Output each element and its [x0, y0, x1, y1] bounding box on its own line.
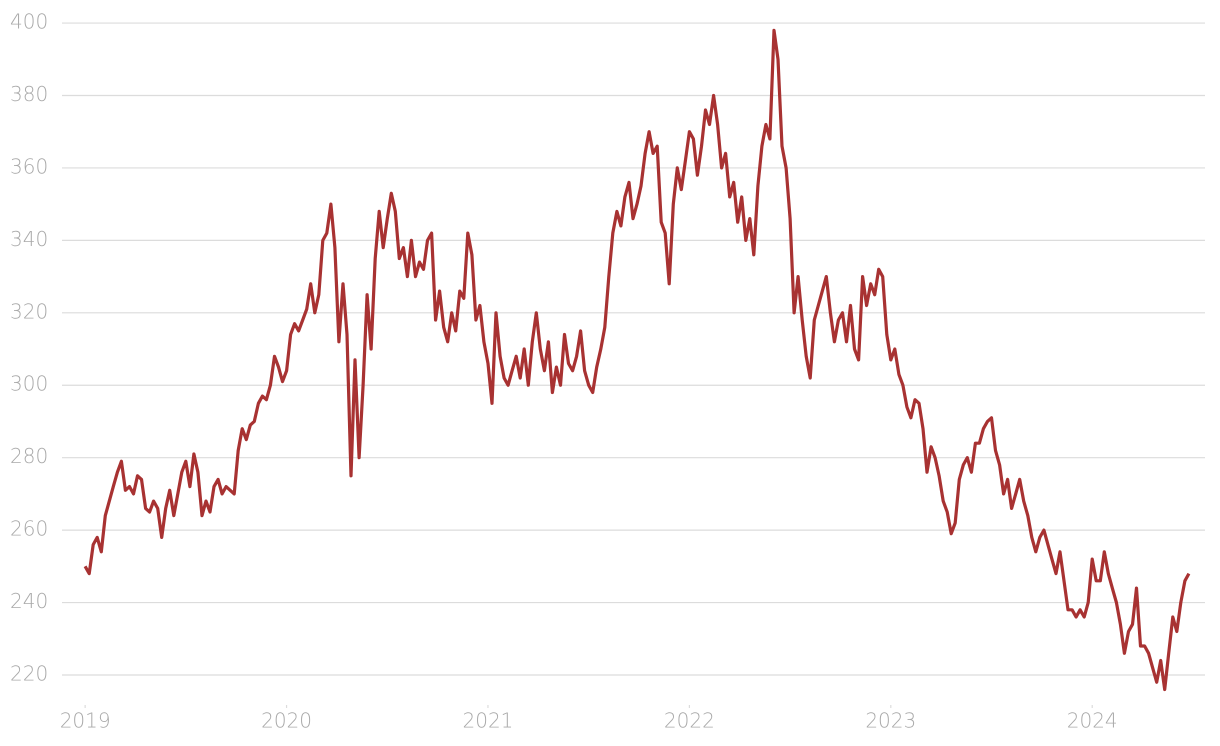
x-tick-label: 2024	[1067, 709, 1118, 733]
x-tick-label: 2019	[60, 709, 111, 733]
y-tick-label: 300	[10, 372, 48, 396]
y-tick-label: 240	[10, 589, 48, 613]
x-tick-label: 2023	[865, 709, 916, 733]
y-tick-label: 400	[10, 10, 48, 34]
y-tick-label: 380	[10, 82, 48, 106]
price-line	[83, 28, 1191, 692]
y-tick-label: 340	[10, 227, 48, 251]
x-tick-label: 2022	[664, 709, 715, 733]
y-tick-label: 280	[10, 444, 48, 468]
y-tick-label: 320	[10, 299, 48, 323]
y-tick-label: 220	[10, 661, 48, 685]
y-tick-label: 360	[10, 154, 48, 178]
y-tick-label: 260	[10, 517, 48, 541]
x-tick-label: 2020	[261, 709, 312, 733]
x-tick-label: 2021	[463, 709, 514, 733]
